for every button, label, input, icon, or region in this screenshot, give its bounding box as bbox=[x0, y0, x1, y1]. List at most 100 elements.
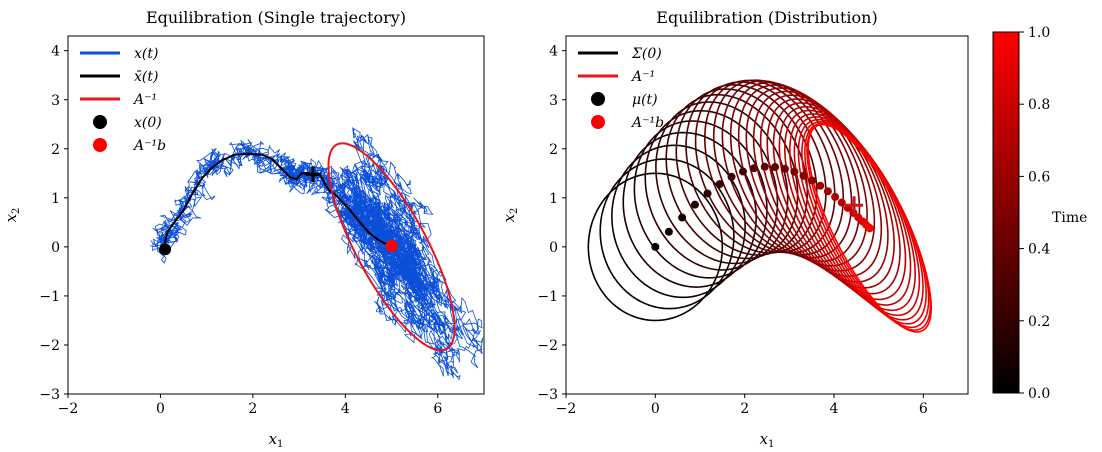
mean-point bbox=[678, 213, 687, 222]
covariance-ellipse bbox=[611, 144, 746, 299]
mean-point bbox=[831, 192, 840, 201]
colorbar-label: Time bbox=[1052, 210, 1087, 226]
y-tick-label: 0 bbox=[549, 240, 558, 256]
legend-label: A⁻¹b bbox=[630, 115, 664, 131]
legend-entry: A⁻¹b bbox=[93, 138, 166, 154]
covariance-ellipse bbox=[587, 172, 724, 322]
y-tick-label: 4 bbox=[51, 44, 60, 60]
legend-entry: A⁻¹b bbox=[591, 115, 664, 131]
legend-entry: x̄(t) bbox=[80, 69, 158, 85]
mean-point bbox=[837, 198, 846, 207]
mean-point bbox=[771, 163, 780, 172]
right-legend: Σ(0) A⁻¹ μ(t) A⁻¹b bbox=[578, 46, 664, 131]
x-tick-label: −2 bbox=[58, 401, 79, 417]
y-tick-label: 3 bbox=[51, 93, 60, 109]
y-tick-label: 0 bbox=[51, 240, 60, 256]
left-ylabel: x2 bbox=[2, 208, 22, 223]
y-tick-label: −3 bbox=[39, 387, 60, 403]
colorbar-tick-label: 1.0 bbox=[1028, 25, 1050, 41]
y-tick-label: −2 bbox=[39, 338, 60, 354]
y-tick-label: 2 bbox=[549, 142, 558, 158]
mean-point bbox=[816, 181, 825, 190]
covariance-ellipse bbox=[807, 123, 933, 333]
legend-label: x(t) bbox=[134, 46, 158, 62]
mean-point bbox=[738, 167, 747, 176]
current-mean-marker bbox=[304, 166, 321, 183]
y-tick-label: −2 bbox=[537, 338, 558, 354]
colorbar-tick-label: 0.4 bbox=[1028, 242, 1050, 258]
mean-point bbox=[715, 180, 724, 189]
legend-label: x̄(t) bbox=[134, 69, 158, 85]
mean-point bbox=[664, 227, 673, 236]
left-xlabel: x1 bbox=[269, 430, 284, 450]
x-tick-label: 4 bbox=[830, 401, 839, 417]
legend-marker-swatch bbox=[591, 92, 605, 106]
x-tick-label: 6 bbox=[433, 401, 442, 417]
covariance-ellipse bbox=[804, 122, 930, 329]
mean-point bbox=[690, 200, 699, 209]
mean-point bbox=[799, 171, 808, 180]
right-xlabel: x1 bbox=[760, 430, 775, 450]
y-tick-label: −1 bbox=[39, 289, 60, 305]
mean-point bbox=[651, 242, 660, 251]
mean-point bbox=[790, 167, 799, 176]
mean-point bbox=[703, 189, 712, 198]
mean-point bbox=[727, 172, 736, 181]
left-panel: Equilibration (Single trajectory) −2 0 2 4 6… bbox=[2, 8, 485, 450]
x-tick-label: −2 bbox=[556, 401, 577, 417]
legend-marker-swatch bbox=[591, 115, 605, 129]
legend-label: A⁻¹ bbox=[630, 69, 655, 85]
right-axes-frame bbox=[565, 35, 969, 395]
right-plot-area bbox=[587, 79, 933, 333]
colorbar: 0.0 0.2 0.4 0.6 0.8 1.0 Time bbox=[992, 25, 1087, 402]
x-tick-label: 2 bbox=[740, 401, 749, 417]
y-tick-label: 1 bbox=[51, 191, 60, 207]
y-tick-label: 3 bbox=[549, 93, 558, 109]
mean-point bbox=[780, 164, 789, 173]
target-point-marker bbox=[385, 239, 398, 252]
mean-point bbox=[760, 162, 769, 171]
x-tick-label: 6 bbox=[919, 401, 928, 417]
y-tick-label: 4 bbox=[549, 44, 558, 60]
colorbar-ticks: 0.0 0.2 0.4 0.6 0.8 1.0 bbox=[1019, 25, 1050, 402]
covariance-ellipse bbox=[633, 120, 768, 279]
colorbar-tick-label: 0.8 bbox=[1028, 97, 1050, 113]
x-tick-label: 0 bbox=[651, 401, 660, 417]
colorbar-gradient bbox=[992, 31, 1020, 394]
legend-marker-swatch bbox=[93, 115, 107, 129]
legend-entry: A⁻¹ bbox=[578, 69, 655, 85]
colorbar-tick-label: 0.0 bbox=[1028, 386, 1050, 402]
right-ylabel: x2 bbox=[500, 208, 520, 223]
y-tick-label: −3 bbox=[537, 387, 558, 403]
trajectory-line bbox=[150, 127, 484, 381]
legend-entry: A⁻¹ bbox=[80, 92, 157, 108]
colorbar-tick-label: 0.2 bbox=[1028, 314, 1050, 330]
legend-entry: x(0) bbox=[93, 115, 162, 131]
y-tick-label: 2 bbox=[51, 142, 60, 158]
left-title: Equilibration (Single trajectory) bbox=[146, 8, 406, 27]
legend-label: Σ(0) bbox=[631, 46, 662, 62]
mean-point bbox=[823, 187, 832, 196]
left-legend: x(t) x̄(t) A⁻¹ x(0) A⁻¹b bbox=[80, 46, 166, 154]
x-tick-label: 2 bbox=[248, 401, 257, 417]
legend-label: A⁻¹b bbox=[132, 138, 166, 154]
equilibrium-ellipse bbox=[327, 142, 456, 352]
start-point-marker bbox=[159, 243, 172, 256]
mean-point bbox=[808, 176, 817, 185]
left-axes-frame bbox=[67, 35, 485, 395]
colorbar-tick-label: 0.6 bbox=[1028, 169, 1050, 185]
current-mean-marker bbox=[845, 196, 864, 215]
legend-label: μ(t) bbox=[632, 92, 658, 108]
y-tick-label: −1 bbox=[537, 289, 558, 305]
legend-label: A⁻¹ bbox=[132, 92, 157, 108]
legend-entry: Σ(0) bbox=[578, 46, 662, 62]
covariance-ellipse bbox=[694, 81, 827, 254]
x-tick-label: 4 bbox=[341, 401, 350, 417]
right-title: Equilibration (Distribution) bbox=[656, 8, 877, 27]
covariance-ellipse bbox=[622, 131, 757, 288]
covariance-ellipse bbox=[806, 123, 932, 331]
legend-label: x(0) bbox=[134, 115, 162, 131]
y-tick-label: 1 bbox=[549, 191, 558, 207]
